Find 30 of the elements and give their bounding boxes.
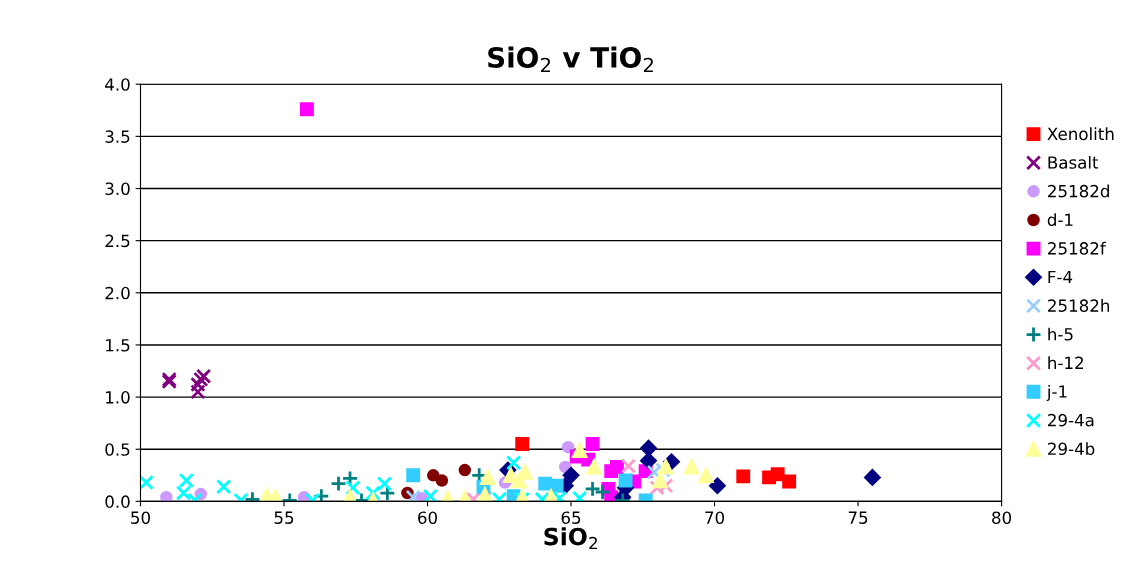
y-tick-label: 3.0: [105, 182, 130, 196]
chart-title: SiO$_{2}$ v TiO$_{2}$: [488, 46, 653, 73]
y-tick-label: 4.0: [105, 78, 130, 91]
legend-label: 25182h: [1048, 299, 1110, 312]
legend-label: 29-4b: [1048, 442, 1095, 456]
legend-label: j-1: [1046, 384, 1067, 402]
legend-label: F-4: [1048, 270, 1073, 284]
y-tick-label: 2.5: [105, 234, 130, 248]
legend-label: d-1: [1047, 213, 1073, 227]
legend-label: 25182d: [1048, 184, 1109, 198]
x-tick-label: 60: [418, 511, 438, 524]
legend-label: h-12: [1048, 356, 1083, 369]
legend-label: 29-4a: [1048, 413, 1094, 427]
legend-label: 25182f: [1048, 241, 1107, 255]
legend-label: h-5: [1048, 327, 1073, 341]
x-tick-label: 50: [131, 511, 150, 524]
x-tick-label: 75: [848, 511, 868, 524]
y-tick-label: 3.5: [105, 130, 130, 143]
legend-label: Xenolith: [1047, 127, 1114, 141]
x-tick-label: 70: [705, 511, 725, 524]
y-tick-label: 0.0: [105, 495, 130, 508]
legend-label: Basalt: [1048, 155, 1099, 169]
y-tick-label: 0.5: [105, 443, 130, 456]
y-tick-label: 1.0: [106, 391, 130, 404]
x-tick-label: 55: [274, 511, 294, 524]
y-tick-label: 2.0: [105, 286, 130, 300]
x-tick-label: 80: [992, 511, 1012, 524]
x-axis-title: SiO$_{2}$: [544, 527, 597, 550]
x-tick-label: 65: [561, 511, 581, 524]
y-tick-label: 1.5: [106, 339, 130, 352]
